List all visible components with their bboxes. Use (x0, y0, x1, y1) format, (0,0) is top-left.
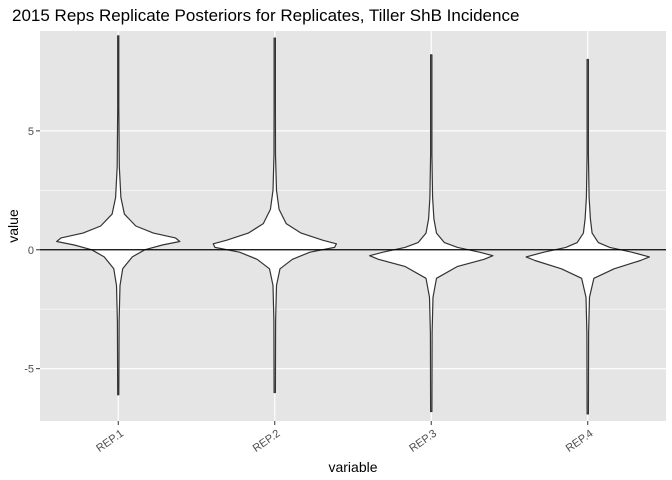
x-tick-label: REP.4 (564, 428, 596, 455)
x-tick-label: REP.2 (251, 428, 283, 455)
x-tick-label: REP.3 (407, 428, 439, 455)
violin-rep-1 (56, 35, 181, 396)
plot-panel (40, 31, 666, 421)
violin-rep-2 (212, 37, 337, 394)
x-axis-ticks: REP.1 REP.2 REP.3 REP.4 (94, 421, 595, 455)
y-tick-label: 5 (28, 126, 34, 138)
x-tick-label: REP.1 (94, 428, 126, 455)
y-tick-label: -5 (24, 364, 34, 376)
violins (56, 35, 650, 415)
violin-rep-3 (369, 54, 494, 413)
y-tick-label: 0 (28, 245, 34, 257)
violin-rep-4 (525, 58, 650, 415)
chart-title: 2015 Reps Replicate Posteriors for Repli… (12, 6, 519, 25)
x-axis-title: variable (328, 459, 377, 475)
y-axis-title: value (5, 209, 21, 243)
y-axis-ticks: -5 0 5 (24, 126, 40, 376)
